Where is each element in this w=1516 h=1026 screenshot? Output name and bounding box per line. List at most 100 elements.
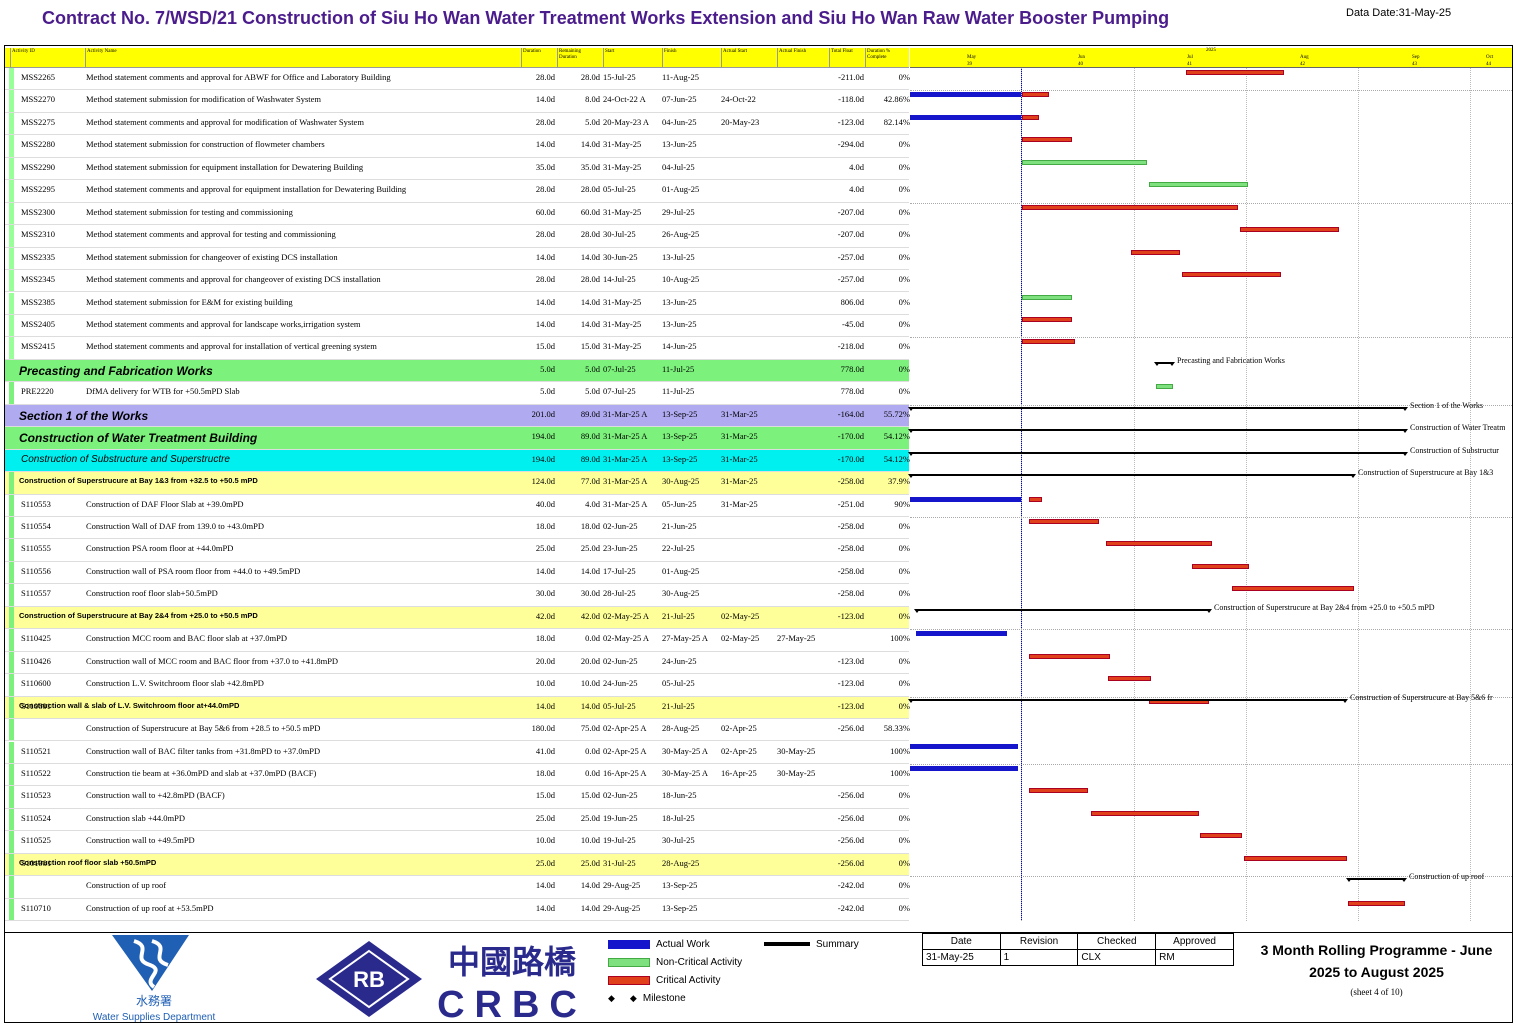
table-row[interactable]: Precasting and Fabrication Works 5.0d 5.0d… xyxy=(5,359,910,383)
critical-activity-bar[interactable] xyxy=(1022,204,1238,210)
summary-bar[interactable] xyxy=(914,608,1212,613)
noncritical-activity-bar[interactable] xyxy=(1156,384,1173,390)
table-row[interactable]: S110601 Construction wall & slab of L.V. … xyxy=(5,696,910,720)
summary-bar[interactable] xyxy=(908,429,1408,434)
critical-activity-bar[interactable] xyxy=(1022,339,1075,345)
table-row[interactable]: Section 1 of the Works 201.0d 89.0d 31-Mar-… xyxy=(5,404,910,428)
table-row[interactable]: PRE2220 DfMA delivery for WTB for +50.5mP… xyxy=(5,382,910,405)
noncritical-activity-bar[interactable] xyxy=(1022,294,1072,300)
critical-activity-bar[interactable] xyxy=(1244,855,1347,861)
table-row[interactable]: Construction of Superstrucure at Bay 2&4… xyxy=(5,606,910,630)
table-row[interactable]: S110554 Construction Wall of DAF from 139… xyxy=(5,517,910,540)
approval-header: Date xyxy=(922,933,1001,950)
table-row[interactable]: MSS2385 Method statement submission for E… xyxy=(5,292,910,315)
critical-activity-bar[interactable] xyxy=(1106,541,1212,547)
table-row[interactable]: MSS2345 Method statement comments and app… xyxy=(5,270,910,293)
table-row[interactable]: Construction of Water Treatment Building… xyxy=(5,427,910,450)
critical-activity-bar[interactable] xyxy=(1029,788,1088,794)
table-row[interactable]: Construction of Superstrucure at Bay 5&6… xyxy=(5,719,910,742)
cell-tf: -258.0d xyxy=(837,476,864,487)
table-row[interactable]: Construction of Substructure and Superst… xyxy=(5,449,910,473)
summary-bar[interactable] xyxy=(908,474,1356,479)
table-row[interactable]: MSS2280 Method statement submission for c… xyxy=(5,135,910,158)
critical-activity-bar[interactable] xyxy=(1022,114,1039,120)
table-row[interactable]: MSS2335 Method statement submission for c… xyxy=(5,247,910,271)
table-row[interactable]: MSS2295 Method statement comments and app… xyxy=(5,180,910,203)
table-row[interactable]: MSS2265 Method statement comments and app… xyxy=(5,68,910,91)
summary-bar[interactable] xyxy=(1346,878,1407,883)
table-row[interactable]: MSS2290 Method statement submission for e… xyxy=(5,157,910,181)
table-row[interactable]: MSS2405 Method statement comments and app… xyxy=(5,314,910,338)
cell-rem: 25.0d xyxy=(580,857,600,868)
critical-activity-bar[interactable] xyxy=(1192,563,1249,569)
critical-activity-bar[interactable] xyxy=(1108,676,1151,682)
table-row[interactable]: MSS2270 Method statement submission for m… xyxy=(5,90,910,113)
summary-bar[interactable] xyxy=(908,406,1408,411)
cell-finish: 21-Jul-25 xyxy=(662,610,695,621)
table-row[interactable]: S110426 Construction wall of MCC room and… xyxy=(5,651,910,675)
actual-activity-bar[interactable] xyxy=(916,631,1007,637)
cell-finish: 11-Jul-25 xyxy=(662,386,695,397)
summary-bar[interactable] xyxy=(908,451,1408,456)
critical-activity-bar[interactable] xyxy=(1029,653,1110,659)
critical-activity-bar[interactable] xyxy=(1022,92,1049,98)
summary-bar[interactable] xyxy=(908,698,1348,703)
table-row[interactable]: S110600 Construction L.V. Switchroom floo… xyxy=(5,674,910,697)
cell-dur: 25.0d xyxy=(535,543,555,554)
cell-start: 31-Mar-25 A xyxy=(603,408,648,419)
table-row[interactable]: S110524 Construction slab +44.0mPD 25.0d 25… xyxy=(5,808,910,832)
actual-activity-bar[interactable] xyxy=(910,114,1021,120)
table-row[interactable]: S110525 Construction wall to +49.5mPD 10.0… xyxy=(5,831,910,854)
critical-activity-bar[interactable] xyxy=(1091,810,1199,816)
wbs-stripe xyxy=(9,651,14,674)
table-row[interactable]: S110557 Construction roof floor slab+50.5… xyxy=(5,584,910,607)
cell-dur: 35.0d xyxy=(535,161,555,172)
actual-activity-bar[interactable] xyxy=(910,765,1018,771)
table-row[interactable]: MSS2415 Method statement comments and app… xyxy=(5,337,910,360)
cell-rem: 14.0d xyxy=(580,902,600,913)
table-row[interactable]: S101981 Construction roof floor slab +50.… xyxy=(5,853,910,877)
table-row[interactable]: S110553 Construction of DAF Floor Slab at… xyxy=(5,494,910,517)
cell-name: Section 1 of the Works xyxy=(19,408,149,423)
cell-name: Method statement submission for modifica… xyxy=(86,94,321,105)
noncritical-activity-bar[interactable] xyxy=(1022,159,1147,165)
critical-activity-bar[interactable] xyxy=(1029,496,1042,502)
column-header: Activity ID Activity Name Duration Remainin… xyxy=(5,48,909,68)
actual-activity-bar[interactable] xyxy=(910,743,1018,749)
critical-activity-bar[interactable] xyxy=(1232,586,1354,592)
table-row[interactable]: S110523 Construction wall to +42.8mPD (BA… xyxy=(5,786,910,809)
critical-activity-bar[interactable] xyxy=(1348,900,1405,906)
wbs-stripe xyxy=(9,337,14,359)
cell-pc: 0% xyxy=(898,206,910,217)
critical-activity-bar[interactable] xyxy=(1200,833,1242,839)
table-row[interactable]: MSS2310 Method statement comments and app… xyxy=(5,225,910,248)
cell-tf: -251.0d xyxy=(837,498,864,509)
wbs-stripe xyxy=(9,629,14,651)
critical-activity-bar[interactable] xyxy=(1186,70,1284,75)
actual-activity-bar[interactable] xyxy=(910,92,1021,98)
table-row[interactable]: MSS2300 Method statement submission for t… xyxy=(5,202,910,226)
critical-activity-bar[interactable] xyxy=(1022,316,1072,322)
critical-activity-bar[interactable] xyxy=(1131,249,1180,255)
column-header-cell: Start xyxy=(603,48,662,68)
table-row[interactable]: S110555 Construction PSA room floor at +4… xyxy=(5,539,910,562)
actual-activity-bar[interactable] xyxy=(910,496,1021,502)
critical-activity-bar[interactable] xyxy=(1022,137,1072,143)
table-row[interactable]: Construction of up roof 14.0d 14.0d 29-Aug-… xyxy=(5,876,910,899)
summary-bar[interactable] xyxy=(1154,361,1175,366)
cell-dur: 15.0d xyxy=(535,790,555,801)
cell-finish: 04-Jun-25 xyxy=(662,116,697,127)
table-row[interactable]: Construction of Superstrucure at Bay 1&3… xyxy=(5,472,910,495)
programme-title: 3 Month Rolling Programme - June 2025 to… xyxy=(1260,942,1493,980)
critical-activity-bar[interactable] xyxy=(1029,519,1099,524)
table-row[interactable]: S110522 Construction tie beam at +36.0mPD… xyxy=(5,763,910,787)
noncritical-activity-bar[interactable] xyxy=(1149,182,1248,188)
critical-activity-bar[interactable] xyxy=(1182,272,1281,278)
table-row[interactable]: MSS2275 Method statement comments and app… xyxy=(5,112,910,136)
table-row[interactable]: S110521 Construction wall of BAC filter t… xyxy=(5,741,910,764)
table-row[interactable]: S110425 Construction MCC room and BAC flo… xyxy=(5,629,910,652)
table-row[interactable]: S110556 Construction wall of PSA room flo… xyxy=(5,561,910,585)
critical-activity-bar[interactable] xyxy=(1240,227,1339,233)
cell-dur: 18.0d xyxy=(535,767,555,778)
table-row[interactable]: S110710 Construction of up roof at +53.5m… xyxy=(5,898,910,922)
